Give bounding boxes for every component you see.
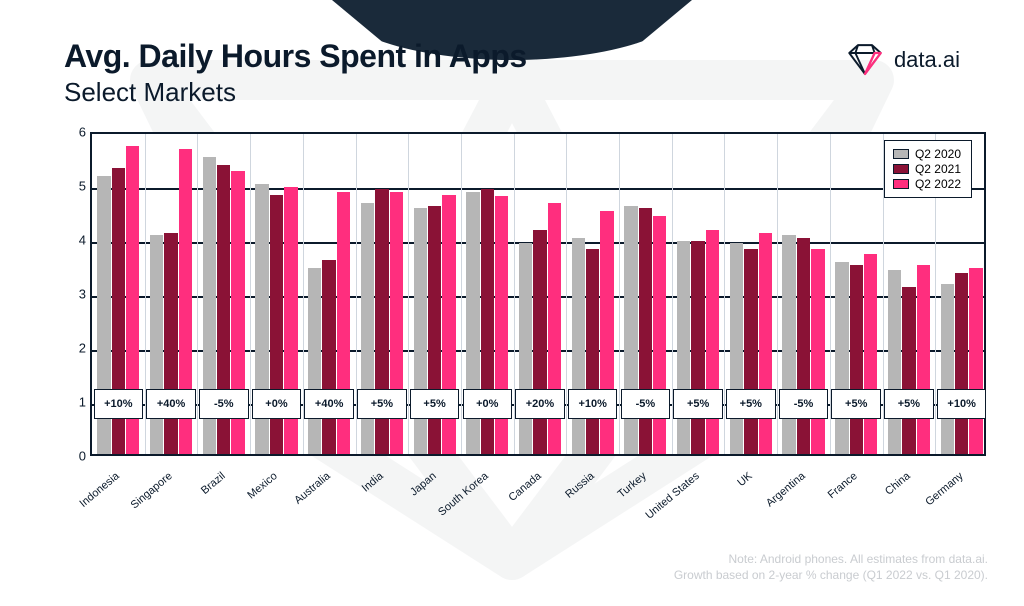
x-tick-label: Canada bbox=[506, 470, 543, 504]
growth-label: +5% bbox=[410, 389, 460, 419]
x-tick-label: UK bbox=[735, 470, 754, 489]
bar bbox=[519, 243, 532, 454]
growth-label: +0% bbox=[463, 389, 513, 419]
plot-area: +10%+40%-5%+0%+40%+5%+5%+0%+20%+10%-5%+5… bbox=[90, 132, 986, 456]
legend-swatch bbox=[893, 149, 909, 159]
y-tick-label: 4 bbox=[64, 233, 86, 248]
growth-label: +40% bbox=[146, 389, 196, 419]
growth-label: +5% bbox=[831, 389, 881, 419]
x-tick-label: South Korea bbox=[436, 470, 491, 519]
growth-label: -5% bbox=[779, 389, 829, 419]
bar bbox=[888, 270, 901, 454]
growth-label: +0% bbox=[252, 389, 302, 419]
bar bbox=[322, 260, 335, 454]
y-tick-label: 2 bbox=[64, 341, 86, 356]
y-tick-label: 0 bbox=[64, 449, 86, 464]
x-tick-label: Argentina bbox=[763, 470, 807, 509]
chart-title: Avg. Daily Hours Spent in Apps bbox=[64, 38, 527, 75]
brand-name: data.ai bbox=[894, 47, 960, 73]
legend-swatch bbox=[893, 164, 909, 174]
growth-label: +10% bbox=[937, 389, 987, 419]
bar bbox=[572, 238, 585, 454]
title-block: Avg. Daily Hours Spent in Apps Select Ma… bbox=[64, 38, 527, 108]
bar bbox=[586, 249, 599, 454]
x-tick-label: China bbox=[883, 470, 913, 498]
x-tick-label: Mexico bbox=[246, 470, 280, 502]
bar bbox=[782, 235, 795, 454]
bar bbox=[706, 230, 719, 454]
bar bbox=[533, 230, 546, 454]
x-tick-label: Japan bbox=[408, 470, 439, 498]
bar bbox=[677, 241, 690, 454]
footnote-line-1: Note: Android phones. All estimates from… bbox=[674, 551, 988, 567]
brand-logo: data.ai bbox=[844, 42, 960, 78]
footnote-line-2: Growth based on 2-year % change (Q1 2022… bbox=[674, 567, 988, 583]
bar bbox=[864, 254, 877, 454]
x-tick-label: Indonesia bbox=[78, 470, 122, 510]
bar bbox=[917, 265, 930, 454]
growth-label: +10% bbox=[94, 389, 144, 419]
growth-label: +40% bbox=[304, 389, 354, 419]
bar bbox=[902, 287, 915, 454]
bar bbox=[730, 243, 743, 454]
growth-label: +20% bbox=[515, 389, 565, 419]
growth-label: +10% bbox=[568, 389, 618, 419]
x-tick-label: France bbox=[826, 470, 860, 501]
bar bbox=[969, 268, 982, 454]
growth-label: -5% bbox=[199, 389, 249, 419]
bar bbox=[955, 273, 968, 454]
chart-subtitle: Select Markets bbox=[64, 77, 527, 108]
footnote: Note: Android phones. All estimates from… bbox=[674, 551, 988, 583]
legend-swatch bbox=[893, 179, 909, 189]
header: Avg. Daily Hours Spent in Apps Select Ma… bbox=[64, 38, 960, 108]
x-tick-label: Brazil bbox=[199, 470, 228, 497]
y-tick-label: 1 bbox=[64, 395, 86, 410]
bar bbox=[744, 249, 757, 454]
bar bbox=[691, 241, 704, 454]
legend-label: Q2 2022 bbox=[915, 177, 961, 191]
x-tick-label: Germany bbox=[923, 470, 965, 508]
x-tick-label: India bbox=[360, 470, 386, 495]
legend-label: Q2 2021 bbox=[915, 162, 961, 176]
legend: Q2 2020Q2 2021Q2 2022 bbox=[884, 140, 972, 198]
bar bbox=[759, 233, 772, 454]
y-tick-label: 5 bbox=[64, 179, 86, 194]
bar bbox=[150, 235, 163, 454]
legend-label: Q2 2020 bbox=[915, 147, 961, 161]
x-tick-label: Russia bbox=[563, 470, 596, 501]
y-tick-label: 3 bbox=[64, 287, 86, 302]
bars-layer: +10%+40%-5%+0%+40%+5%+5%+0%+20%+10%-5%+5… bbox=[92, 134, 984, 454]
bar bbox=[164, 233, 177, 454]
bar bbox=[811, 249, 824, 454]
bar bbox=[850, 265, 863, 454]
x-tick-label: Australia bbox=[292, 470, 332, 507]
x-tick-label: Singapore bbox=[129, 470, 175, 511]
growth-label: +5% bbox=[726, 389, 776, 419]
growth-label: -5% bbox=[621, 389, 671, 419]
diamond-icon bbox=[844, 42, 886, 78]
bar bbox=[941, 284, 954, 454]
bar bbox=[308, 268, 321, 454]
growth-label: +5% bbox=[357, 389, 407, 419]
growth-label: +5% bbox=[884, 389, 934, 419]
x-tick-label: Turkey bbox=[616, 470, 649, 501]
chart: 0123456 +10%+40%-5%+0%+40%+5%+5%+0%+20%+… bbox=[64, 132, 990, 492]
bar bbox=[797, 238, 810, 454]
bar bbox=[835, 262, 848, 454]
growth-label: +5% bbox=[673, 389, 723, 419]
x-tick-label: United States bbox=[644, 470, 702, 522]
legend-item: Q2 2021 bbox=[893, 162, 961, 176]
legend-item: Q2 2022 bbox=[893, 177, 961, 191]
y-tick-label: 6 bbox=[64, 125, 86, 140]
legend-item: Q2 2020 bbox=[893, 147, 961, 161]
